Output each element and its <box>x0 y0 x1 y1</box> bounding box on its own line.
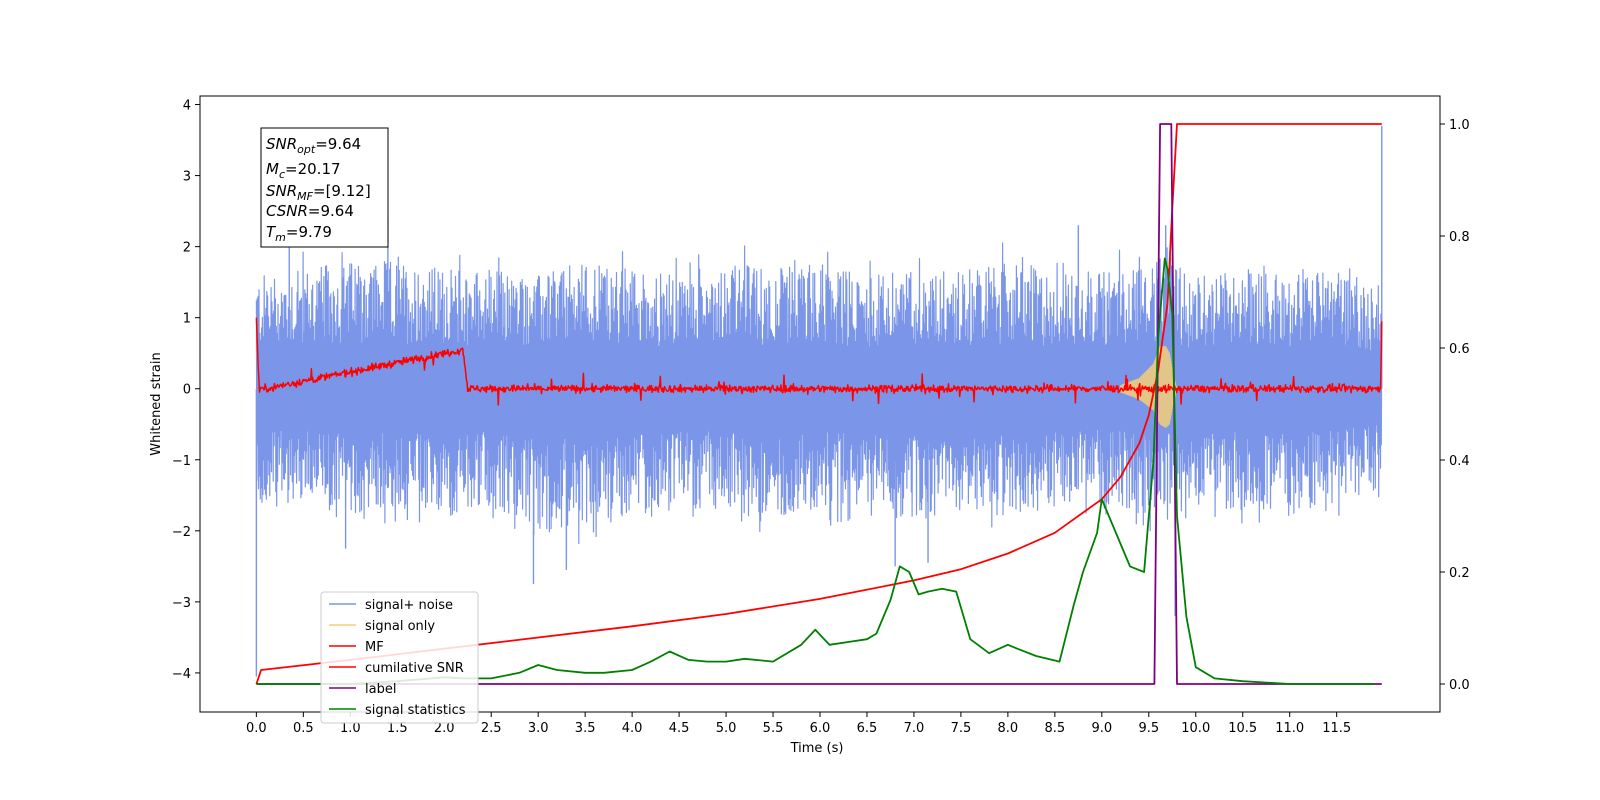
x-tick-label: 0.5 <box>293 721 314 736</box>
legend-label-signal-only: signal only <box>365 619 435 634</box>
x-tick-label: 2.5 <box>481 721 502 736</box>
y-axis-right: 1.0 0.8 0.6 0.4 0.2 0.0 <box>1440 118 1470 693</box>
annotation-tm: Tm=9.79 <box>266 223 332 244</box>
y-tick-label: −3 <box>172 596 191 611</box>
mf-line <box>255 317 1383 406</box>
y-tick-label: 0 <box>183 383 191 398</box>
legend-label-signal-noise: signal+ noise <box>365 598 453 613</box>
x-tick-label: 1.0 <box>340 721 361 736</box>
annotation-snr-opt: SNRopt=9.64 <box>266 135 361 156</box>
x-tick-label: 8.5 <box>1045 721 1066 736</box>
x-tick-label: 9.0 <box>1091 721 1112 736</box>
y2-tick-label: 1.0 <box>1449 118 1470 133</box>
y2-tick-label: 0.6 <box>1449 342 1470 357</box>
signal-statistics-layer <box>256 257 1375 685</box>
signal-only-layer <box>1120 346 1178 428</box>
legend-label-mf: MF <box>365 640 384 655</box>
x-tick-label: 11.5 <box>1322 721 1351 736</box>
y2-tick-label: 0.8 <box>1449 230 1470 245</box>
x-tick-label: 4.5 <box>669 721 690 736</box>
annotation-frame <box>260 127 389 248</box>
x-tick-label: 5.0 <box>716 721 737 736</box>
y2-tick-label: 0.0 <box>1449 678 1470 693</box>
x-tick-label: 11.0 <box>1275 721 1304 736</box>
x-tick-label: 10.5 <box>1228 721 1257 736</box>
mf-layer <box>255 317 1383 406</box>
x-tick-label: 10.0 <box>1181 721 1210 736</box>
series-layer <box>255 123 1383 685</box>
y-tick-label: 4 <box>183 99 191 114</box>
signal-noise-line <box>255 242 1383 545</box>
x-tick-label: 4.0 <box>622 721 643 736</box>
x-axis: 0.0 0.5 1.0 1.5 2.0 2.5 3.0 3.5 4.0 4.5 5.0 5.5 6.0 6… <box>246 712 1351 736</box>
y-axis-left: 4 3 2 1 0 −1 −2 −3 −4 <box>172 99 200 682</box>
y-tick-label: −4 <box>172 667 191 682</box>
legend-label-signal-statistics: signal statistics <box>365 703 466 718</box>
x-tick-label: 9.5 <box>1138 721 1159 736</box>
y-tick-label: −1 <box>172 454 191 469</box>
x-tick-label: 0.0 <box>246 721 267 736</box>
y2-tick-label: 0.4 <box>1449 454 1470 469</box>
y-tick-label: 1 <box>183 312 191 327</box>
legend-label-label: label <box>365 682 396 697</box>
y-tick-label: −2 <box>172 525 191 540</box>
x-tick-label: 6.0 <box>810 721 831 736</box>
x-tick-label: 2.0 <box>434 721 455 736</box>
x-axis-label: Time (s) <box>790 741 844 756</box>
annotation-mc: Mc=20.17 <box>266 160 341 181</box>
legend: signal+ noise signal only MF cumilative … <box>320 591 479 724</box>
y-tick-label: 2 <box>183 241 191 256</box>
annotation-box: SNRopt=9.64 Mc=20.17 SNRMF=[9.12] CSNR=9… <box>260 127 389 248</box>
x-tick-label: 1.5 <box>387 721 408 736</box>
y2-tick-label: 0.2 <box>1449 566 1470 581</box>
annotation-snr-mf: SNRMF=[9.12] <box>266 182 371 203</box>
y-axis-label: Whitened strain <box>149 352 164 455</box>
x-tick-label: 7.5 <box>951 721 972 736</box>
legend-label-cumulative-snr: cumilative SNR <box>365 661 464 676</box>
x-tick-label: 3.0 <box>528 721 549 736</box>
label-line <box>256 123 1382 685</box>
legend-frame <box>320 591 479 724</box>
x-tick-label: 7.0 <box>904 721 925 736</box>
signal-only-line <box>1120 346 1178 428</box>
x-tick-label: 3.5 <box>575 721 596 736</box>
label-layer <box>256 123 1382 685</box>
x-tick-label: 6.5 <box>857 721 878 736</box>
x-tick-label: 5.5 <box>763 721 784 736</box>
y-tick-label: 3 <box>183 170 191 185</box>
signal-statistics-line <box>256 257 1375 685</box>
x-tick-label: 8.0 <box>998 721 1019 736</box>
annotation-csnr: CSNR=9.64 <box>266 202 354 220</box>
